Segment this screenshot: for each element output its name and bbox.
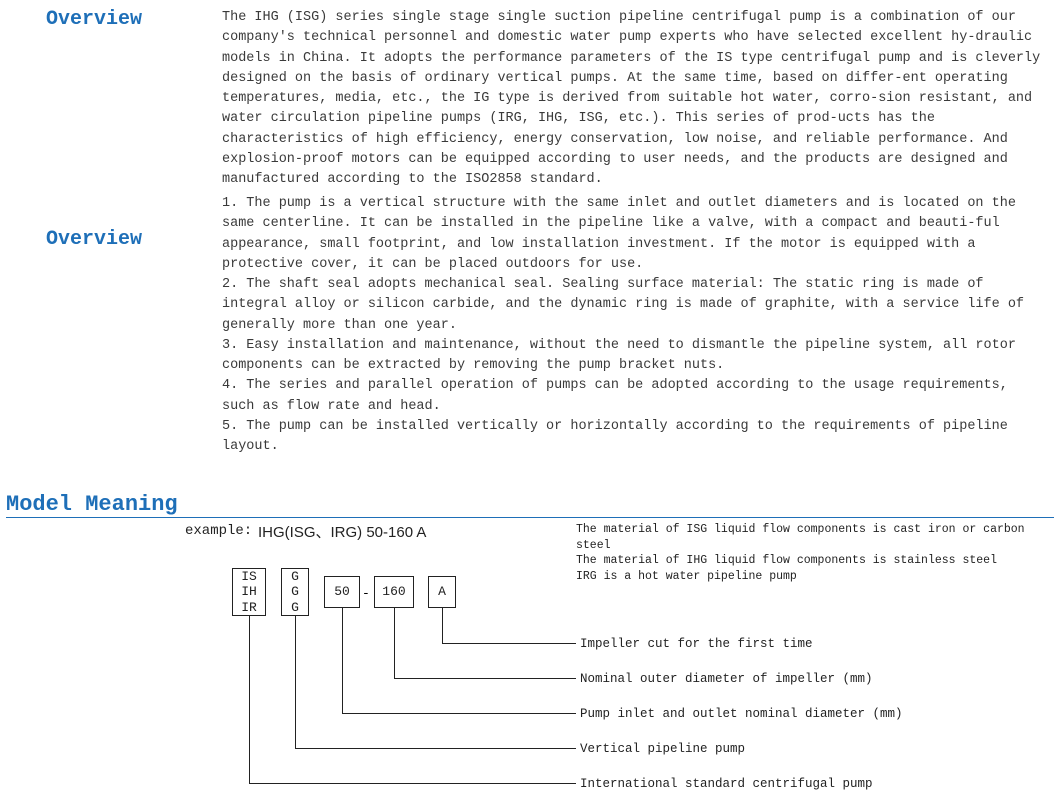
- box1-line1: IS: [241, 569, 257, 585]
- box-dash: -: [362, 586, 370, 601]
- box5-text: A: [438, 584, 446, 600]
- connector-horizontal: [442, 643, 576, 644]
- box2-line1: G: [291, 569, 299, 585]
- connector-horizontal: [342, 713, 576, 714]
- example-label: example:: [185, 521, 252, 542]
- connector-horizontal: [394, 678, 576, 679]
- connector-vertical: [249, 616, 250, 783]
- box1-line3: IR: [241, 600, 257, 616]
- heading-underline: [6, 517, 1054, 518]
- box2-line2: G: [291, 584, 299, 600]
- model-box-a: A: [428, 576, 456, 608]
- material-notes: The material of ISG liquid flow componen…: [576, 522, 1060, 584]
- model-box-prefix: IS IH IR: [232, 568, 266, 616]
- connector-vertical: [442, 608, 443, 643]
- connector-vertical: [342, 608, 343, 713]
- overview-paragraph-1: The IHG (ISG) series single stage single…: [222, 8, 1042, 190]
- box4-text: 160: [382, 584, 405, 600]
- callout-inlet-outlet-diameter: Pump inlet and outlet nominal diameter (…: [580, 707, 903, 721]
- box2-line3: G: [291, 600, 299, 616]
- connector-vertical: [295, 616, 296, 748]
- model-box-50: 50: [324, 576, 360, 608]
- section-heading-overview1: Overview: [46, 8, 142, 31]
- model-box-160: 160: [374, 576, 414, 608]
- connector-horizontal: [295, 748, 576, 749]
- section-heading-overview2: Overview: [46, 228, 142, 251]
- model-box-g: G G G: [281, 568, 309, 616]
- callout-vertical-pipeline-pump: Vertical pipeline pump: [580, 742, 745, 756]
- callout-international-standard: International standard centrifugal pump: [580, 777, 873, 791]
- callout-nominal-outer-diameter: Nominal outer diameter of impeller (mm): [580, 672, 873, 686]
- section-heading-model-meaning: Model Meaning: [6, 492, 178, 517]
- connector-horizontal: [249, 783, 576, 784]
- connector-vertical: [394, 608, 395, 678]
- overview-paragraph-2: 1. The pump is a vertical structure with…: [222, 194, 1042, 457]
- box3-text: 50: [334, 584, 350, 600]
- callout-impeller-cut: Impeller cut for the first time: [580, 637, 813, 651]
- box1-line2: IH: [241, 584, 257, 600]
- example-value: IHG(ISG、IRG) 50-160 A: [258, 522, 426, 545]
